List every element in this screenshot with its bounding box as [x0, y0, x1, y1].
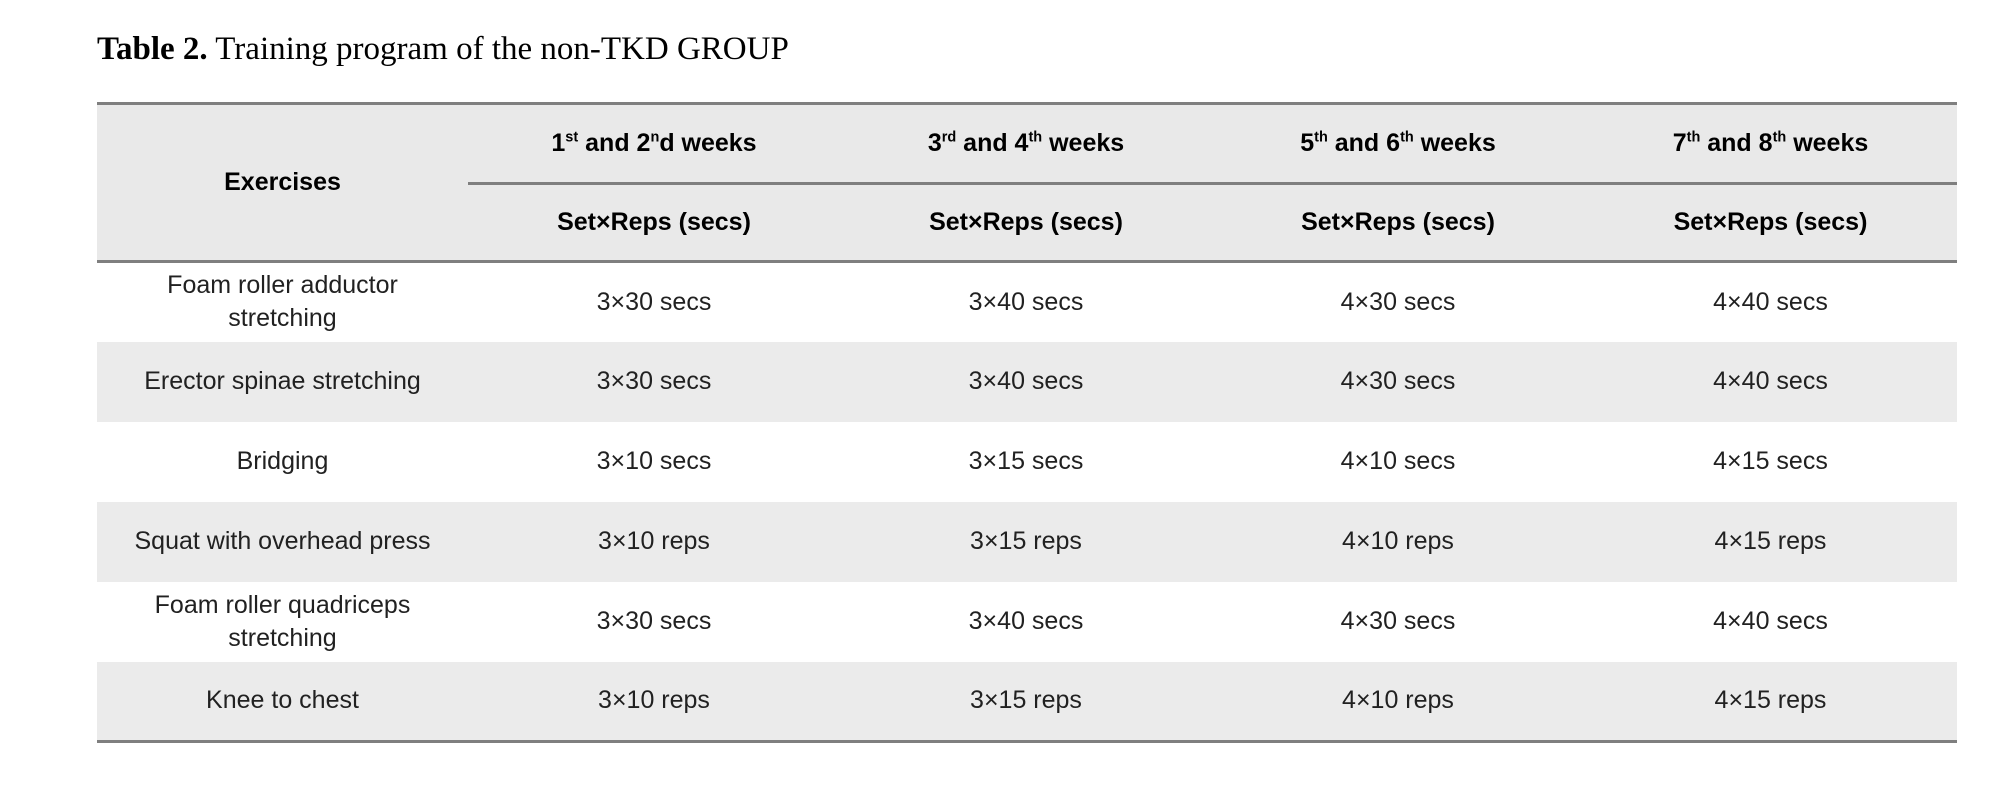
set-reps-cell: 4×15 reps	[1584, 661, 1957, 743]
table-body: Foam roller adductor stretching 3×30 secs…	[97, 261, 1957, 743]
set-reps-cell: 4×40 secs	[1584, 581, 1957, 662]
table-caption: Table 2. Training program of the non-TKD…	[97, 30, 1957, 68]
set-reps-subheader: Set×Reps (secs)	[840, 183, 1212, 263]
exercise-name-cell: Erector spinae stretching	[97, 341, 468, 422]
table-caption-label: Table 2.	[97, 31, 208, 67]
set-reps-cell: 3×40 secs	[840, 261, 1212, 342]
set-reps-cell: 4×40 secs	[1584, 341, 1957, 422]
table-row: Knee to chest 3×10 reps 3×15 reps 4×10 reps…	[97, 661, 1957, 743]
set-reps-cell: 4×10 reps	[1212, 661, 1584, 743]
set-reps-cell: 3×30 secs	[468, 341, 840, 422]
exercise-name-cell: Foam roller adductor stretching	[97, 261, 468, 342]
exercise-name-cell: Squat with overhead press	[97, 501, 468, 582]
week-header-row: Exercises 1st and 2nd weeks 3rd and 4th w…	[97, 102, 1957, 263]
set-reps-cell: 3×10 reps	[468, 501, 840, 582]
week-header: 1st and 2nd weeks	[468, 102, 840, 185]
table-row: Foam roller adductor stretching 3×30 secs…	[97, 261, 1957, 342]
set-reps-cell: 4×30 secs	[1212, 581, 1584, 662]
table-row: Foam roller quadriceps stretching 3×30 se…	[97, 581, 1957, 662]
set-reps-cell: 4×30 secs	[1212, 261, 1584, 342]
table-row: Squat with overhead press 3×10 reps 3×15 r…	[97, 501, 1957, 582]
set-reps-cell: 3×15 secs	[840, 421, 1212, 502]
set-reps-cell: 4×30 secs	[1212, 341, 1584, 422]
table-header: Exercises 1st and 2nd weeks 3rd and 4th w…	[97, 102, 1957, 263]
set-reps-cell: 4×10 secs	[1212, 421, 1584, 502]
page: Table 2. Training program of the non-TKD…	[97, 26, 1957, 743]
week-header: 5th and 6th weeks	[1212, 102, 1584, 185]
exercise-name-cell: Knee to chest	[97, 661, 468, 743]
set-reps-cell: 3×10 secs	[468, 421, 840, 502]
set-reps-subheader: Set×Reps (secs)	[1212, 183, 1584, 263]
set-reps-cell: 3×40 secs	[840, 581, 1212, 662]
table-caption-text: Training program of the non-TKD GROUP	[207, 31, 789, 67]
subheader-row: Set×Reps (secs) Set×Reps (secs) Set×Reps (…	[97, 183, 1957, 263]
exercises-column-header: Exercises	[97, 102, 468, 263]
table-row: Bridging 3×10 secs 3×15 secs 4×10 secs 4×15 …	[97, 421, 1957, 502]
set-reps-cell: 4×15 secs	[1584, 421, 1957, 502]
set-reps-cell: 3×15 reps	[840, 501, 1212, 582]
set-reps-cell: 3×10 reps	[468, 661, 840, 743]
set-reps-cell: 4×15 reps	[1584, 501, 1957, 582]
set-reps-cell: 3×30 secs	[468, 581, 840, 662]
table-row: Erector spinae stretching 3×30 secs 3×40 s…	[97, 341, 1957, 422]
set-reps-cell: 4×40 secs	[1584, 261, 1957, 342]
exercise-name-cell: Foam roller quadriceps stretching	[97, 581, 468, 662]
set-reps-cell: 3×30 secs	[468, 261, 840, 342]
set-reps-subheader: Set×Reps (secs)	[1584, 183, 1957, 263]
set-reps-cell: 4×10 reps	[1212, 501, 1584, 582]
week-header: 3rd and 4th weeks	[840, 102, 1212, 185]
set-reps-subheader: Set×Reps (secs)	[468, 183, 840, 263]
exercise-name-cell: Bridging	[97, 421, 468, 502]
training-program-table: Exercises 1st and 2nd weeks 3rd and 4th w…	[97, 102, 1957, 743]
set-reps-cell: 3×40 secs	[840, 341, 1212, 422]
set-reps-cell: 3×15 reps	[840, 661, 1212, 743]
week-header: 7th and 8th weeks	[1584, 102, 1957, 185]
